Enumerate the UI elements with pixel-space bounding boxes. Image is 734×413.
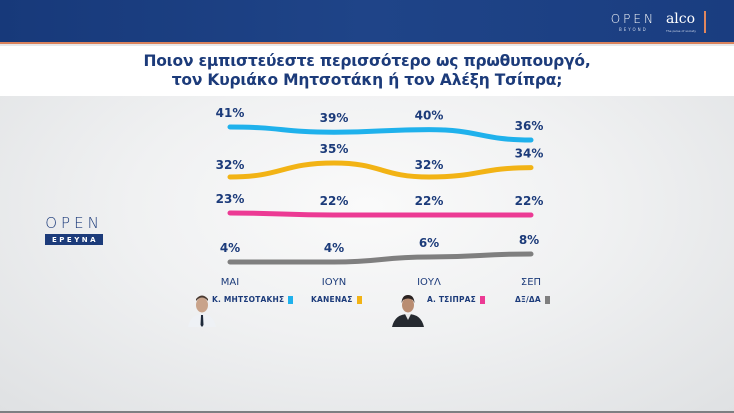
tsipras-photo xyxy=(392,293,424,327)
value-label: 32% xyxy=(216,158,245,172)
brand-divider xyxy=(704,11,706,33)
legend-label: Κ. ΜΗΤΣΟΤΑΚΗΣ xyxy=(212,295,285,304)
chart-title-line-2: τον Κυριάκο Μητσοτάκη ή τον Αλέξη Τσίπρα… xyxy=(171,71,563,89)
alco-logo-text: alco xyxy=(665,11,696,27)
legend-item-kanenas: ΚΑΝΕΝΑΣ xyxy=(311,295,362,304)
x-axis-label: ΙΟΥΝ xyxy=(322,277,346,288)
series-line-1 xyxy=(227,160,534,180)
legend-swatch xyxy=(356,295,362,304)
alco-logo: alco The pulse of society xyxy=(665,11,696,33)
value-label: 32% xyxy=(415,158,444,172)
value-label: 23% xyxy=(216,192,245,206)
legend-label: ΚΑΝΕΝΑΣ xyxy=(311,295,353,304)
person-photo-icon xyxy=(392,295,424,327)
chart-title-line-1: Ποιον εμπιστεύεστε περισσότερο ως πρωθυπ… xyxy=(143,52,591,70)
legend-swatch xyxy=(288,295,294,304)
value-label: 39% xyxy=(320,111,349,125)
bottom-edge xyxy=(0,411,734,413)
legend-swatch xyxy=(544,295,550,304)
x-axis-labels: ΜΑΙ ΙΟΥΝ ΙΟΥΛ ΣΕΠ xyxy=(221,277,541,288)
alco-tagline: The pulse of society xyxy=(665,29,696,33)
value-label: 34% xyxy=(515,147,544,161)
value-label: 8% xyxy=(519,233,539,247)
value-label: 35% xyxy=(320,142,349,156)
brand-logos: OPEN BEYOND alco The pulse of society xyxy=(611,11,706,33)
legend-item-tsipras: Α. ΤΣΙΠΡΑΣ xyxy=(427,295,485,304)
open-logo-text: OPEN xyxy=(610,12,656,26)
series-layer xyxy=(227,124,534,265)
chart-panel xyxy=(0,96,734,411)
value-label: 4% xyxy=(220,241,240,255)
title-bar: Ποιον εμπιστεύεστε περισσότερο ως πρωθυπ… xyxy=(0,46,734,96)
x-axis-label: ΣΕΠ xyxy=(521,277,541,288)
x-axis-label: ΜΑΙ xyxy=(221,277,239,288)
legend-item-mitsotakis: Κ. ΜΗΤΣΟΤΑΚΗΣ xyxy=(212,295,294,304)
series-line-0 xyxy=(227,124,534,143)
open-ereyna-logo: OPEN ΕΡΕΥΝΑ xyxy=(45,214,104,245)
beyond-logo-text: BEYOND xyxy=(618,27,648,32)
series-line-2 xyxy=(227,210,534,218)
open-beyond-logo: OPEN BEYOND xyxy=(611,13,656,32)
value-label: 22% xyxy=(320,194,349,208)
series-line-3 xyxy=(227,251,534,265)
x-axis-label: ΙΟΥΛ xyxy=(417,277,441,288)
value-label: 22% xyxy=(415,194,444,208)
value-label: 22% xyxy=(515,194,544,208)
value-label: 41% xyxy=(216,106,245,120)
legend-label: Α. ΤΣΙΠΡΑΣ xyxy=(427,295,476,304)
person-photo-icon xyxy=(188,295,216,327)
value-label: 36% xyxy=(515,119,544,133)
open-logo-text: OPEN xyxy=(45,214,103,232)
value-label: 4% xyxy=(324,241,344,255)
legend-item-dkda: ΔΞ/ΔΑ xyxy=(515,295,550,304)
value-label: 40% xyxy=(415,109,444,123)
top-banner: OPEN BEYOND alco The pulse of society xyxy=(0,0,734,44)
value-labels: 41% 39% 40% 36% 32% 35% 32% 34% 23% 22% 22% 22% 4% 4%… xyxy=(216,106,544,255)
ereyna-logo-text: ΕΡΕΥΝΑ xyxy=(45,234,104,245)
mitsotakis-photo xyxy=(186,293,218,327)
legend-label: ΔΞ/ΔΑ xyxy=(515,295,541,304)
value-label: 6% xyxy=(419,236,439,250)
legend-swatch xyxy=(480,295,485,304)
